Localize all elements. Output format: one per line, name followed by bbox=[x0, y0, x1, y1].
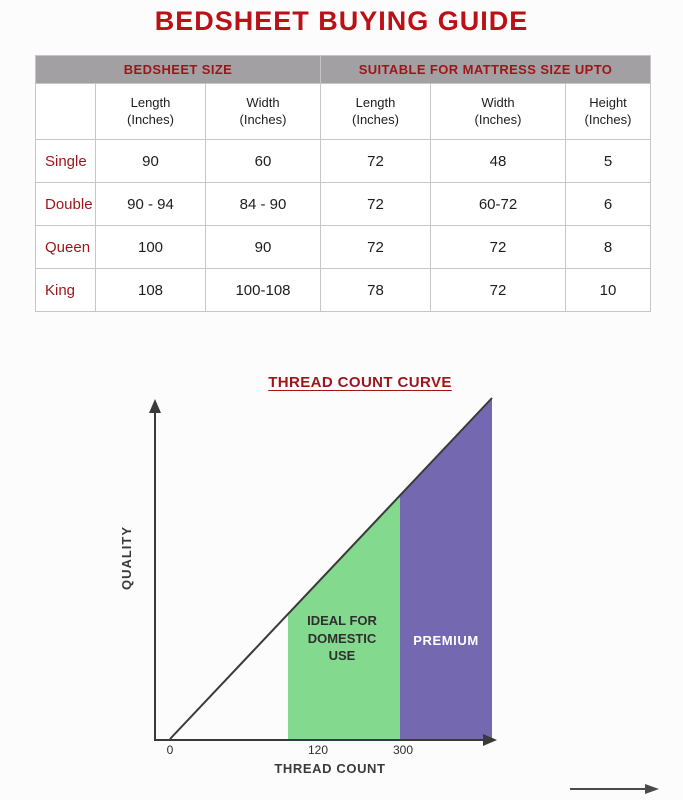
cell: 72 bbox=[320, 139, 431, 183]
column-header-row: Length (Inches) Width (Inches) Length (I… bbox=[35, 83, 652, 140]
cell: 90 bbox=[205, 225, 321, 269]
y-axis-label: QUALITY bbox=[119, 525, 134, 591]
page-title: BEDSHEET BUYING GUIDE bbox=[154, 6, 529, 36]
cell: 72 bbox=[320, 182, 431, 226]
table-row-double: Double 90 - 94 84 - 90 72 60-72 6 bbox=[35, 182, 652, 226]
row-label: Double bbox=[35, 182, 96, 226]
thread-count-chart bbox=[149, 397, 659, 794]
cell: 108 bbox=[95, 268, 206, 312]
tick-label-0: 0 bbox=[166, 743, 174, 757]
bottom-arrow-head-icon bbox=[645, 784, 659, 794]
cell: 90 - 94 bbox=[95, 182, 206, 226]
region-domestic-area bbox=[288, 495, 400, 739]
row-label: Queen bbox=[35, 225, 96, 269]
col-header-bedsheet-width: Width (Inches) bbox=[205, 83, 321, 140]
cell: 72 bbox=[430, 225, 566, 269]
cell: 6 bbox=[564, 182, 652, 226]
cell: 100-108 bbox=[205, 268, 321, 312]
cell: 84 - 90 bbox=[205, 182, 321, 226]
col-header-mattress-width: Width (Inches) bbox=[430, 83, 566, 140]
x-axis-arrowhead-icon bbox=[483, 734, 497, 746]
cell: 72 bbox=[430, 268, 566, 312]
col-header-mattress-length: Length (Inches) bbox=[320, 83, 431, 140]
group-header-row: BEDSHEET SIZE SUITABLE FOR MATTRESS SIZE… bbox=[35, 55, 652, 84]
quality-curve-line bbox=[169, 397, 493, 740]
col-header-mattress-height: Height (Inches) bbox=[564, 83, 652, 140]
cell: 10 bbox=[564, 268, 652, 312]
size-table: BEDSHEET SIZE SUITABLE FOR MATTRESS SIZE… bbox=[35, 55, 652, 312]
row-label: Single bbox=[35, 139, 96, 183]
x-axis-label: THREAD COUNT bbox=[274, 761, 386, 776]
table-row-single: Single 90 60 72 48 5 bbox=[35, 139, 652, 183]
row-label: King bbox=[35, 268, 96, 312]
table-row-queen: Queen 100 90 72 72 8 bbox=[35, 225, 652, 269]
cell: 72 bbox=[320, 225, 431, 269]
empty-corner-cell bbox=[35, 83, 96, 140]
tick-label-300: 300 bbox=[392, 743, 414, 757]
region-premium-area bbox=[400, 398, 492, 739]
col-header-bedsheet-length: Length (Inches) bbox=[95, 83, 206, 140]
tick-label-120: 120 bbox=[307, 743, 329, 757]
cell: 60 bbox=[205, 139, 321, 183]
cell: 78 bbox=[320, 268, 431, 312]
chart-title: THREAD COUNT CURVE bbox=[268, 374, 452, 391]
group-header-mattress-size: SUITABLE FOR MATTRESS SIZE UPTO bbox=[319, 55, 652, 84]
cell: 60-72 bbox=[430, 182, 566, 226]
cell: 100 bbox=[95, 225, 206, 269]
region-label-domestic: IDEAL FOR DOMESTIC USE bbox=[307, 613, 377, 664]
group-header-bedsheet-size: BEDSHEET SIZE bbox=[35, 55, 321, 84]
region-label-premium: PREMIUM bbox=[413, 633, 479, 648]
cell: 5 bbox=[564, 139, 652, 183]
table-row-king: King 108 100-108 78 72 10 bbox=[35, 268, 652, 312]
y-axis-arrowhead-icon bbox=[149, 399, 161, 413]
cell: 8 bbox=[564, 225, 652, 269]
cell: 90 bbox=[95, 139, 206, 183]
cell: 48 bbox=[430, 139, 566, 183]
